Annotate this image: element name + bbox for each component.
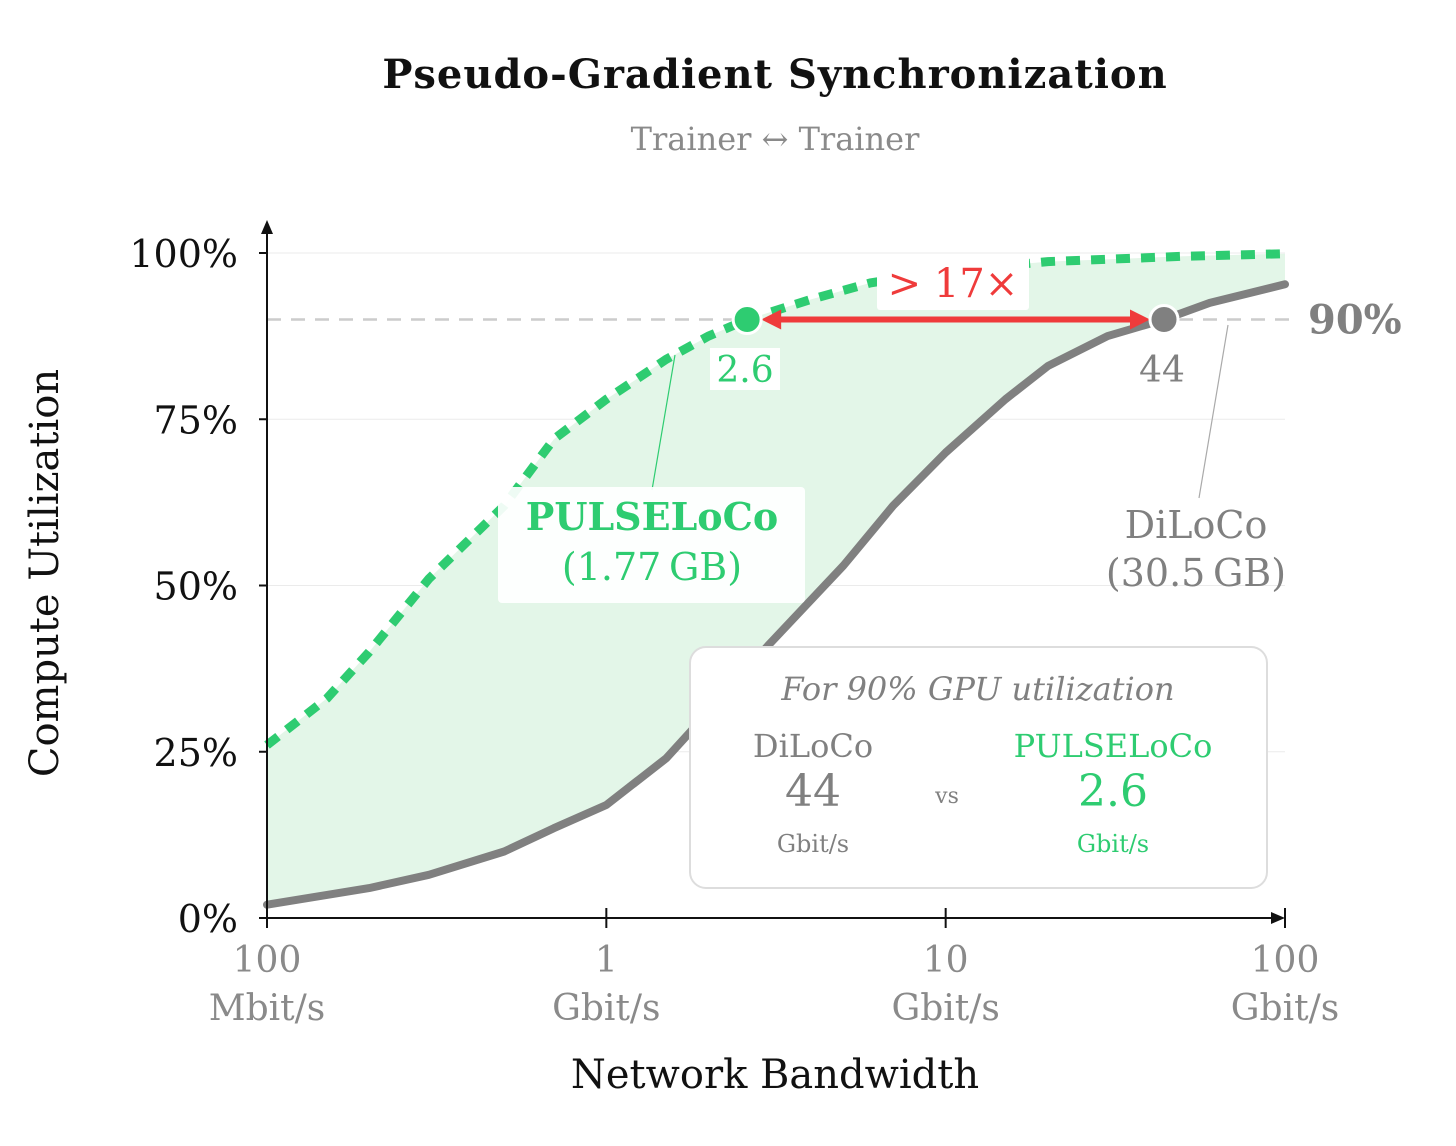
x-tick-unit: Mbit/s [209, 988, 326, 1029]
pulseloco-label-bg [498, 487, 805, 603]
info-box-right-unit: Gbit/s [1077, 830, 1149, 858]
x-tick-label: 100 [1251, 940, 1320, 981]
y-tick-label: 50% [154, 565, 238, 609]
info-box-heading: For 90% GPU utilization [780, 670, 1174, 708]
x-tick-unit: Gbit/s [1231, 988, 1339, 1029]
x-axis-title: Network Bandwidth [571, 1052, 979, 1098]
axes: 0% 25% 50% 75% 100% 100 Mbit/s 1 Gbit/s 10 Gbit/s 1… [129, 220, 1339, 1029]
x-tick-unit: Gbit/s [891, 988, 999, 1029]
marker-pulseloco [731, 304, 763, 335]
gap-label-bg [877, 254, 1029, 310]
marker-diloco [1148, 304, 1180, 335]
diloco-name: DiLoCo [1125, 503, 1268, 547]
y-axis-title: Compute Utilization [22, 369, 68, 777]
info-box-left-value: 44 [785, 766, 841, 817]
x-tick-label: 100 [233, 940, 302, 981]
gap-arrowhead-left [761, 309, 782, 330]
y-axis-arrowhead [261, 220, 273, 234]
diloco-leader-line [1198, 324, 1229, 499]
reference-line-label: 90% [1308, 297, 1402, 344]
info-box-vs: vs [934, 784, 959, 809]
y-tick-label: 0% [178, 897, 238, 941]
pulseloco-name: PULSELoCo [526, 494, 779, 539]
gap-label: > 17× [888, 261, 1019, 307]
diloco-size: (30.5 GB) [1106, 551, 1286, 595]
y-tick-label: 100% [129, 232, 238, 276]
info-box-right-value: 2.6 [1078, 766, 1148, 817]
info-box [689, 646, 1268, 889]
info-box-left-name: DiLoCo [753, 727, 873, 765]
series-line-diloco [263, 280, 1289, 909]
pulseloco-size: (1.77 GB) [562, 545, 742, 589]
x-tick-unit: Gbit/s [552, 988, 660, 1029]
chart-title: Pseudo-Gradient Synchronization [382, 51, 1167, 98]
x-tick-label: 10 [923, 940, 969, 981]
pulseloco-leader-line [651, 354, 676, 491]
marker-diloco-label: 44 [1139, 350, 1185, 391]
chart-subtitle: Trainer ↔ Trainer [631, 120, 920, 158]
y-tick-label: 75% [154, 398, 238, 442]
x-axis-arrowhead [1271, 912, 1285, 924]
gap-arrowhead-right [1130, 309, 1151, 330]
x-tick-label: 1 [595, 940, 618, 981]
marker-pulseloco-label-bg [710, 348, 780, 390]
info-box-left-unit: Gbit/s [777, 830, 849, 858]
marker-pulseloco-label: 2.6 [716, 350, 773, 391]
y-tick-label: 25% [154, 731, 238, 775]
info-box-right-name: PULSELoCo [1014, 727, 1213, 765]
